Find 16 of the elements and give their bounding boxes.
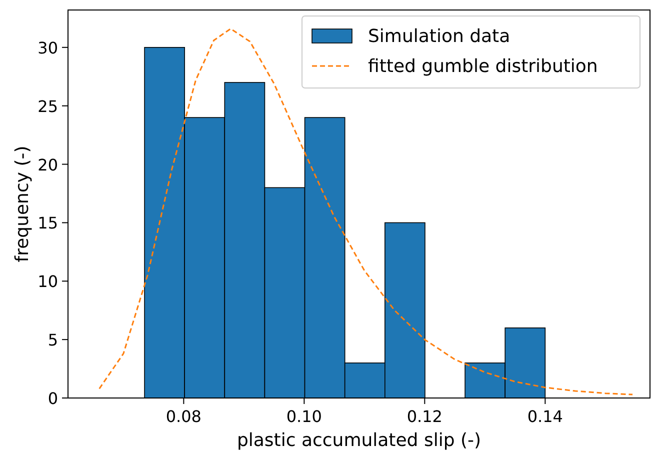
y-tick-label: 25 <box>38 96 58 116</box>
x-axis-title: plastic accumulated slip (-) <box>236 430 482 451</box>
y-tick-label: 0 <box>48 389 58 408</box>
y-tick-label: 20 <box>38 155 58 174</box>
x-tick-label: 0.10 <box>286 407 322 426</box>
y-tick-label: 10 <box>38 272 58 292</box>
line-series <box>98 28 634 396</box>
y-tick-label: 15 <box>38 214 58 233</box>
y-tick-label: 30 <box>38 38 58 58</box>
y-axis-title: frequency (-) <box>12 146 33 262</box>
x-tick-label: 0.14 <box>527 407 563 426</box>
x-tick-label: 0.12 <box>406 407 442 426</box>
legend-label: Simulation data <box>368 26 510 47</box>
y-tick-label: 5 <box>48 330 58 350</box>
x-tick-label: 0.08 <box>166 407 202 426</box>
legend-label: fitted gumble distribution <box>368 56 598 77</box>
